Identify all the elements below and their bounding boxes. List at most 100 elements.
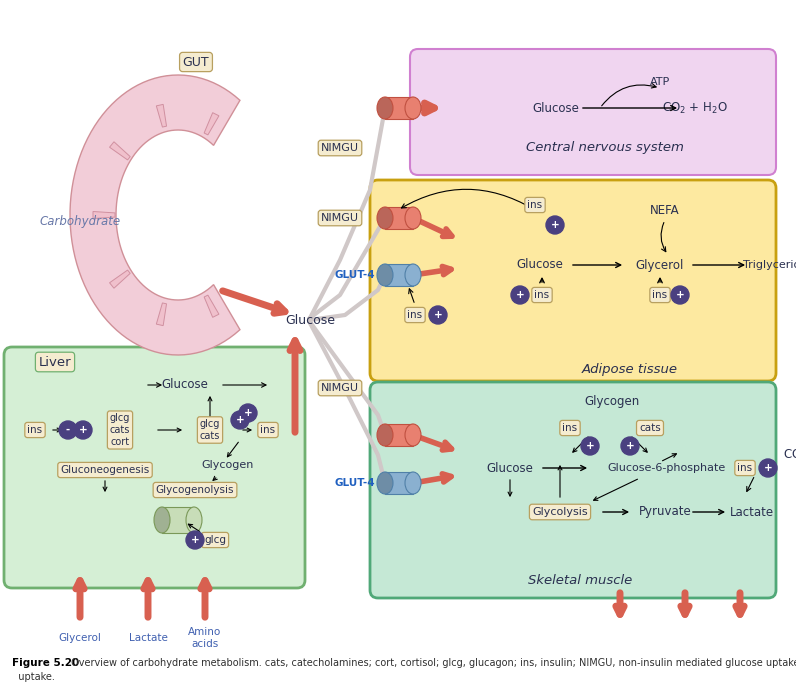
Text: NEFA: NEFA [650,203,680,216]
Text: cats: cats [639,423,661,433]
Ellipse shape [377,472,393,494]
FancyBboxPatch shape [410,49,776,175]
Text: ins: ins [653,290,668,300]
Text: +: + [763,463,772,473]
Text: Glucose: Glucose [517,258,564,271]
Text: Glycogen: Glycogen [584,396,640,409]
Text: +: + [190,535,199,545]
Polygon shape [110,142,131,160]
Text: ins: ins [260,425,275,435]
Text: +: + [676,290,685,300]
Text: glcg
cats
cort: glcg cats cort [110,413,131,447]
Text: glcg
cats: glcg cats [200,419,220,441]
Text: Overview of carbohydrate metabolism. cats, catecholamines; cort, cortisol; glcg,: Overview of carbohydrate metabolism. cat… [68,658,796,668]
Text: Glycerol: Glycerol [59,633,101,643]
Text: Central nervous system: Central nervous system [526,141,684,155]
Text: Pyruvate: Pyruvate [638,505,692,518]
Circle shape [239,404,257,422]
Text: NIMGU: NIMGU [321,213,359,223]
Ellipse shape [405,264,421,286]
Text: +: + [244,408,252,418]
Text: Triglyceride: Triglyceride [743,260,796,270]
Text: ins: ins [737,463,752,473]
Text: NIMGU: NIMGU [321,383,359,393]
Text: Gluconeogenesis: Gluconeogenesis [60,465,150,475]
Text: +: + [434,310,443,320]
Text: glcg: glcg [204,535,226,545]
Text: Lactate: Lactate [129,633,167,643]
Polygon shape [70,75,240,355]
Circle shape [429,306,447,324]
FancyBboxPatch shape [370,180,776,381]
Text: +: + [626,441,634,451]
Polygon shape [385,264,413,286]
Ellipse shape [405,97,421,119]
Text: ins: ins [528,200,543,210]
Text: GLUT-4: GLUT-4 [334,478,375,488]
Text: Amino
acids: Amino acids [189,627,221,649]
Ellipse shape [154,507,170,533]
Ellipse shape [405,424,421,446]
Polygon shape [93,211,115,218]
Text: Glucose: Glucose [285,314,335,327]
Polygon shape [110,270,131,288]
Text: Skeletal muscle: Skeletal muscle [528,574,632,587]
Ellipse shape [405,472,421,494]
Polygon shape [385,97,413,119]
Polygon shape [204,295,219,317]
Ellipse shape [377,424,393,446]
Text: NIMGU: NIMGU [321,143,359,153]
Circle shape [59,421,77,439]
Polygon shape [162,507,194,533]
Circle shape [671,286,689,304]
Text: Glucose: Glucose [162,379,209,391]
Polygon shape [385,472,413,494]
Text: Glycerol: Glycerol [636,258,685,271]
Text: ATP: ATP [650,77,670,87]
Ellipse shape [377,264,393,286]
Text: Glucose: Glucose [486,462,533,475]
FancyBboxPatch shape [370,382,776,598]
Text: ins: ins [408,310,423,320]
Text: +: + [551,220,560,230]
Text: +: + [236,415,244,425]
Circle shape [231,411,249,429]
Text: Liver: Liver [39,355,72,368]
Text: Figure 5.20: Figure 5.20 [12,658,80,668]
Text: Lactate: Lactate [730,505,774,518]
Text: Glucose-6-phosphate: Glucose-6-phosphate [607,463,725,473]
Circle shape [74,421,92,439]
Polygon shape [385,207,413,229]
Polygon shape [156,303,166,325]
Text: Glycogenolysis: Glycogenolysis [156,485,234,495]
Ellipse shape [377,97,393,119]
Circle shape [546,216,564,234]
Text: Carbohydrate: Carbohydrate [40,216,120,228]
Text: GLUT-4: GLUT-4 [334,270,375,280]
Text: Glycogen: Glycogen [202,460,254,470]
Ellipse shape [377,207,393,229]
Circle shape [621,437,639,455]
Text: -: - [66,425,70,435]
Text: ins: ins [563,423,578,433]
Text: ins: ins [27,425,42,435]
Text: ins: ins [534,290,549,300]
Text: CO$_2$: CO$_2$ [783,447,796,462]
Polygon shape [385,424,413,446]
FancyBboxPatch shape [4,347,305,588]
Text: +: + [586,441,595,451]
Polygon shape [156,104,166,127]
Ellipse shape [186,507,202,533]
Text: +: + [516,290,525,300]
Circle shape [511,286,529,304]
Circle shape [581,437,599,455]
Text: uptake.: uptake. [12,672,55,682]
Text: Glycolysis: Glycolysis [533,507,587,517]
Text: GUT: GUT [183,55,209,68]
Polygon shape [204,113,219,135]
Text: +: + [79,425,88,435]
Text: Adipose tissue: Adipose tissue [582,364,678,376]
Text: Glucose: Glucose [533,102,579,115]
Ellipse shape [405,207,421,229]
Text: CO$_2$ + H$_2$O: CO$_2$ + H$_2$O [662,100,728,115]
